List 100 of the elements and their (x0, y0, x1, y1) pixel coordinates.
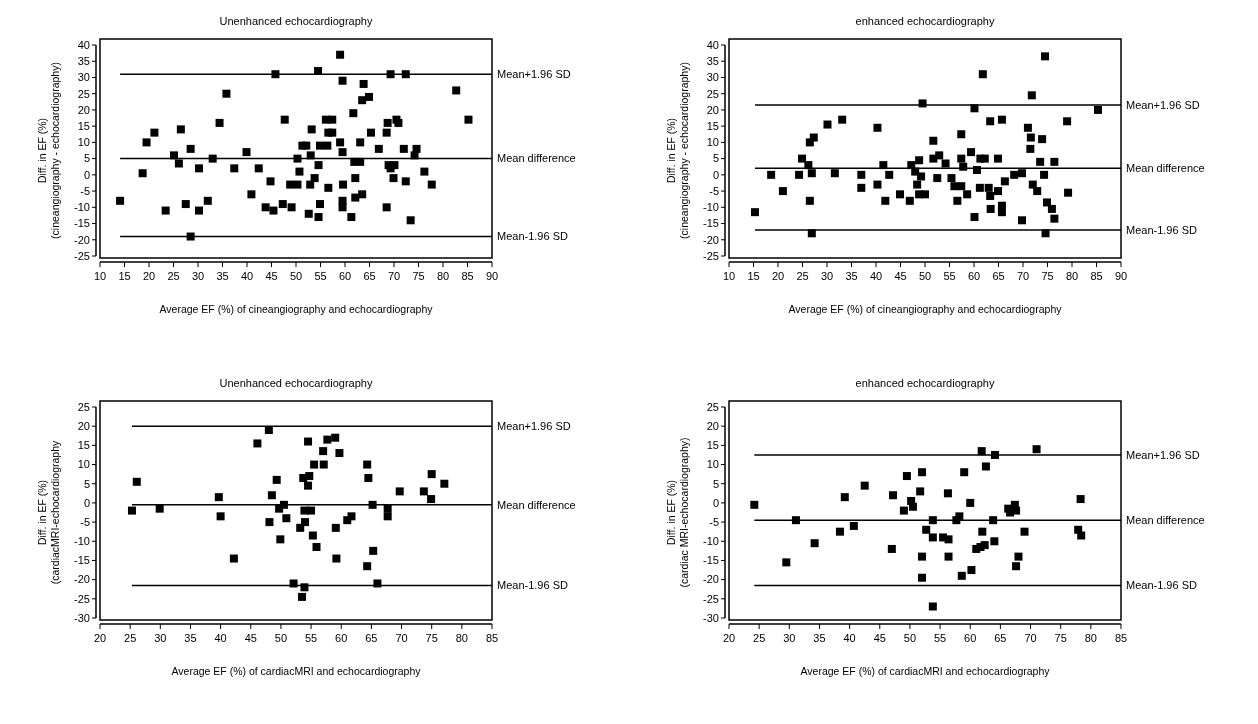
y-tick-label: 5 (83, 152, 90, 165)
x-tick-label: 35 (845, 270, 858, 282)
point (902, 472, 911, 481)
x-tick-label: 80 (455, 632, 468, 644)
ref-line-label: Mean difference (1126, 514, 1205, 527)
point (383, 512, 392, 521)
point (989, 516, 998, 525)
point (966, 498, 975, 507)
y-tick-label: -20 (703, 573, 719, 586)
point (791, 516, 800, 525)
y-tick-label: 15 (77, 120, 90, 132)
point (977, 447, 986, 456)
y-axis-title: Diff. in EF (%) (cardiacMRI-echocardiography (35, 439, 61, 585)
point (310, 460, 319, 469)
y-tick-label: 35 (706, 55, 719, 68)
y-tick-label: 0 (83, 168, 90, 181)
point (943, 489, 952, 498)
x-axis-title: Average EF (%) of cineangiography and echocardiography (159, 303, 434, 315)
point (214, 493, 223, 502)
y-tick-label: -10 (703, 201, 719, 214)
x-tick-label: 55 (314, 270, 327, 282)
point (347, 512, 356, 521)
x-tick-label: 10 (93, 270, 107, 282)
point (928, 516, 937, 525)
point (279, 500, 288, 509)
point (332, 554, 341, 563)
point (307, 506, 316, 515)
point (335, 449, 344, 458)
y-axis-title: Diff. in EF (%) (cineangiography - echocardiography) (35, 62, 61, 239)
x-tick-label: 60 (335, 632, 348, 644)
x-tick-label: 80 (1065, 270, 1079, 282)
y-tick-label: -10 (74, 535, 90, 548)
ref-line-label: Mean-1.96 SD (497, 230, 568, 243)
y-tick-label: 10 (77, 136, 90, 149)
y-tick-label: 10 (77, 458, 90, 471)
x-tick-label: 25 (753, 632, 766, 644)
y-tick-label: 15 (706, 439, 719, 452)
point (1014, 552, 1023, 561)
point (331, 433, 340, 442)
point (1076, 495, 1085, 504)
point (978, 527, 987, 536)
point (127, 506, 136, 515)
x-tick-label: 50 (289, 270, 303, 282)
ref-line-label: Mean difference (497, 498, 576, 511)
ref-line-label: Mean difference (1126, 162, 1205, 175)
y-tick-label: 5 (712, 152, 719, 165)
point (860, 481, 869, 490)
x-tick-label: 20 (771, 270, 785, 282)
y-tick-label: 35 (77, 55, 90, 68)
point (276, 535, 285, 544)
point (810, 539, 819, 548)
x-tick-label: 90 (485, 270, 499, 282)
x-tick-label: 25 (796, 270, 809, 282)
point (922, 525, 931, 534)
y-tick-label: 30 (706, 71, 719, 84)
x-tick-label: 20 (93, 632, 107, 644)
x-tick-label: 90 (1114, 270, 1128, 282)
point (750, 500, 759, 509)
y-tick-label: 5 (83, 477, 90, 490)
ref-line-label: Mean-1.96 SD (497, 579, 568, 592)
point (440, 479, 449, 488)
y-tick-label: 40 (706, 38, 719, 51)
x-tick-label: 65 (363, 270, 376, 282)
x-tick-label: 70 (1016, 270, 1030, 282)
x-tick-label: 35 (813, 632, 826, 644)
point (331, 523, 340, 532)
point (955, 512, 964, 521)
x-tick-label: 60 (338, 270, 352, 282)
point (319, 447, 328, 456)
point (917, 552, 926, 561)
y-tick-label: 25 (77, 400, 90, 413)
x-tick-label: 45 (265, 270, 278, 282)
x-tick-label: 45 (873, 632, 886, 644)
point (289, 579, 298, 588)
point (282, 514, 291, 523)
x-tick-label: 55 (304, 632, 318, 644)
x-tick-label: 35 (216, 270, 229, 282)
point (917, 573, 926, 582)
y-tick-label: -5 (709, 184, 719, 197)
x-tick-label: 50 (274, 632, 288, 644)
x-tick-label: 15 (747, 270, 760, 282)
x-tick-label: 15 (118, 270, 131, 282)
ref-line-label: Mean+1.96 SD (497, 420, 571, 433)
point (300, 583, 309, 592)
y-tick-label: -30 (703, 611, 719, 624)
point (229, 554, 238, 563)
point (849, 521, 858, 530)
point (264, 426, 273, 435)
point (312, 543, 321, 552)
point (782, 558, 791, 567)
point (369, 546, 378, 555)
x-tick-label: 75 (1054, 632, 1067, 644)
y-tick-label: -20 (74, 573, 90, 586)
point (301, 518, 310, 527)
y-tick-label: 5 (712, 477, 719, 490)
y-tick-label: 25 (706, 400, 719, 413)
x-axis-title: Average EF (%) of cardiacMRI and echocardiography (800, 665, 1051, 677)
x-tick-label: 50 (903, 632, 917, 644)
point (319, 460, 328, 469)
point (990, 450, 999, 459)
